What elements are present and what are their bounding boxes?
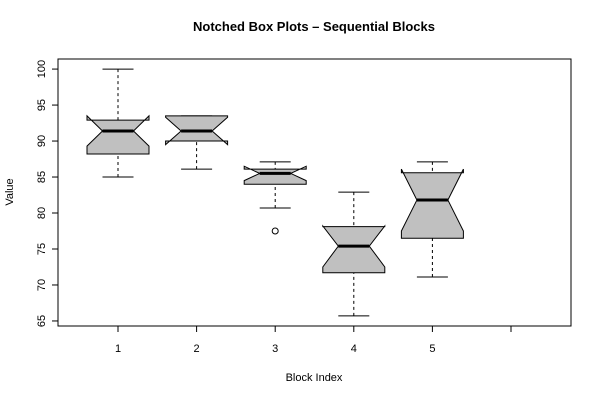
box xyxy=(86,114,150,155)
chart-title: Notched Box Plots – Sequential Blocks xyxy=(193,19,435,34)
y-tick-label: 90 xyxy=(36,135,48,147)
box xyxy=(243,165,307,185)
y-tick-label: 100 xyxy=(36,60,48,78)
y-tick-label: 65 xyxy=(36,315,48,327)
y-tick-label: 75 xyxy=(36,243,48,255)
x-tick-label: 3 xyxy=(272,343,278,355)
x-tick-label: 4 xyxy=(351,343,357,355)
y-tick-label: 95 xyxy=(36,99,48,111)
box xyxy=(400,168,464,239)
plot-frame xyxy=(57,58,572,327)
x-tick-label: 5 xyxy=(429,343,435,355)
box xyxy=(322,224,386,274)
y-tick-label: 70 xyxy=(36,279,48,291)
y-tick-label: 80 xyxy=(36,207,48,219)
x-tick-label: 2 xyxy=(194,343,200,355)
y-tick-label: 85 xyxy=(36,171,48,183)
x-tick-label: 1 xyxy=(115,343,121,355)
outlier xyxy=(271,227,279,235)
x-axis-label: Block Index xyxy=(286,372,343,384)
y-axis-label: Value xyxy=(4,178,16,205)
